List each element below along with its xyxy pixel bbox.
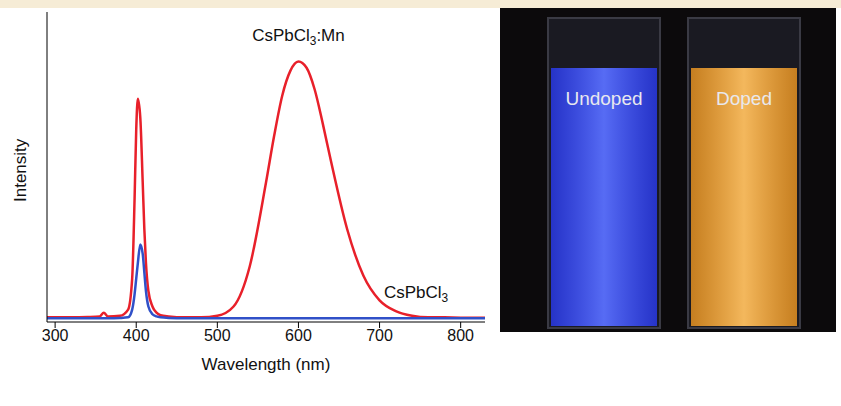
svg-text:CsPbCl3:Mn: CsPbCl3:Mn [252,26,345,48]
svg-text:Intensity: Intensity [11,138,30,202]
svg-text:300: 300 [42,327,69,344]
svg-text:600: 600 [285,327,312,344]
svg-text:500: 500 [204,327,231,344]
svg-text:700: 700 [366,327,393,344]
svg-text:800: 800 [447,327,474,344]
svg-text:CsPbCl3: CsPbCl3 [384,284,449,306]
svg-text:Undoped: Undoped [565,88,642,109]
svg-text:Doped: Doped [716,88,772,109]
svg-text:400: 400 [123,327,150,344]
svg-text:Wavelength (nm): Wavelength (nm) [202,355,331,374]
